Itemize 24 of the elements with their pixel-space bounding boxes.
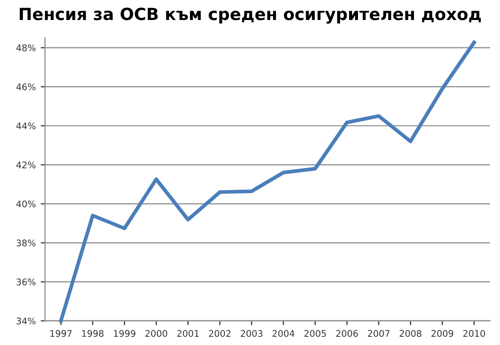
y-tick-label: 46% <box>16 83 36 90</box>
y-tick-label: 34% <box>16 318 36 324</box>
x-tick-label: 2008 <box>400 330 422 337</box>
x-tick-label: 1997 <box>50 330 72 337</box>
line-series <box>59 40 476 323</box>
y-tick-label: 40% <box>16 200 36 208</box>
x-tick-label: 2000 <box>145 330 168 337</box>
y-tick-label: 42% <box>16 161 36 168</box>
x-tick-label: 2009 <box>431 330 454 337</box>
x-tick-label: 2010 <box>463 330 485 337</box>
chart-title: Пенсия за ОСВ към среден осигурителен доход <box>20 8 481 24</box>
x-tick-label: 2001 <box>177 330 199 337</box>
x-tick-label: 2006 <box>336 330 358 337</box>
x-tick-label: 2007 <box>368 330 390 337</box>
y-tick-label: 44% <box>16 122 36 130</box>
x-tick-label: 1998 <box>82 330 104 337</box>
x-tick-label: 2004 <box>272 330 294 337</box>
x-tick-label: 2003 <box>240 330 262 337</box>
x-tick-label: 1999 <box>114 330 136 337</box>
y-tick-label: 36% <box>16 278 36 286</box>
x-tick-label: 2005 <box>304 330 326 337</box>
x-tick-label: 2002 <box>208 330 230 337</box>
y-tick-label: 48% <box>16 44 36 52</box>
y-tick-label: 38% <box>16 240 36 246</box>
